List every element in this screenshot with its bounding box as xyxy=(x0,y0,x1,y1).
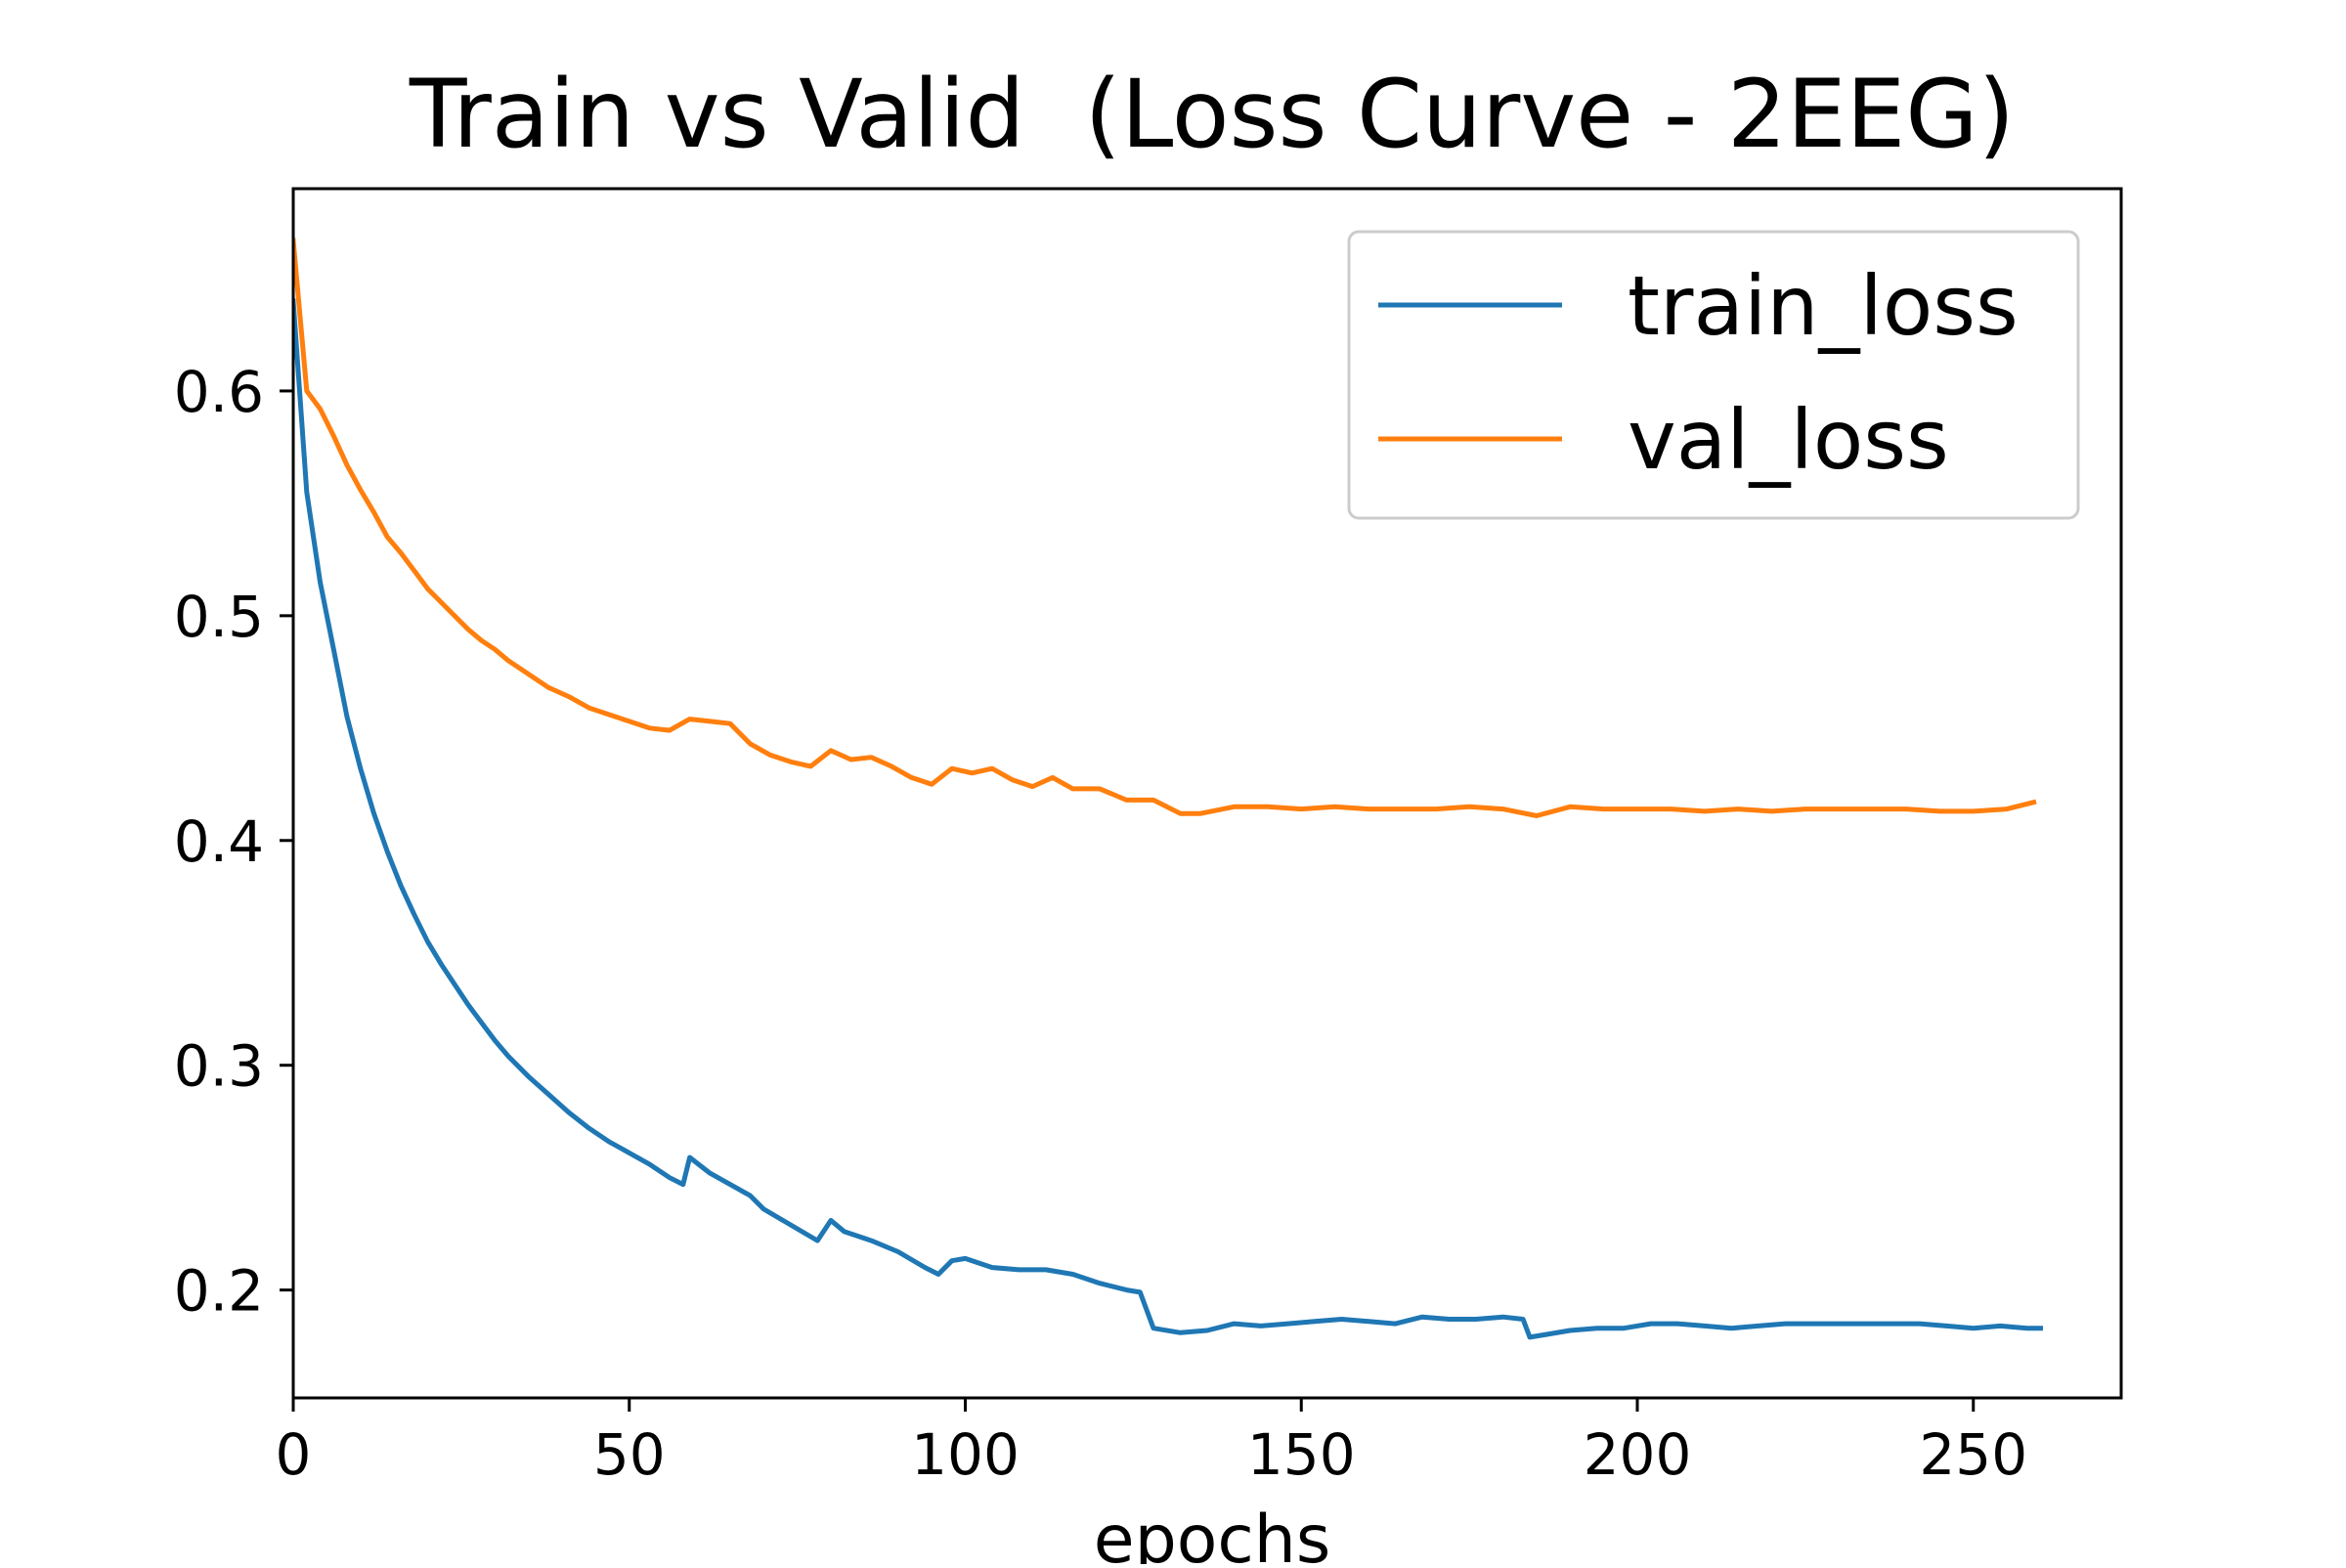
axes-frame xyxy=(291,187,2123,1400)
x-tick-label: 0 xyxy=(276,1421,312,1488)
legend-label-val-loss: val_loss xyxy=(1628,392,1949,488)
legend: train_loss val_loss xyxy=(1347,230,2080,520)
x-tick-label: 200 xyxy=(1584,1421,1692,1488)
y-tick-label: 0.2 xyxy=(174,1258,264,1325)
chart-title: Train vs Valid (Loss Curve - 2EEG) xyxy=(409,60,2015,169)
series-line-val-loss xyxy=(293,238,2037,818)
y-tick-label: 0.6 xyxy=(174,359,264,425)
y-tick-label: 0.3 xyxy=(174,1033,264,1100)
x-tick-label: 50 xyxy=(593,1421,666,1488)
y-tick-label: 0.5 xyxy=(174,584,264,650)
axes: 0 50 100 150 200 250 0.2 0.3 0.4 0.5 0.6 xyxy=(174,187,2123,1488)
series-line-train-loss xyxy=(293,298,2043,1340)
x-axis-label: epochs xyxy=(1094,1502,1331,1564)
x-tick-label: 100 xyxy=(911,1421,1020,1488)
y-tick-label: 0.4 xyxy=(174,808,264,875)
legend-label-train-loss: train_loss xyxy=(1628,258,2019,354)
x-tick-label: 150 xyxy=(1247,1421,1356,1488)
x-tick-label: 250 xyxy=(1919,1421,2027,1488)
plot-area xyxy=(293,238,2043,1340)
